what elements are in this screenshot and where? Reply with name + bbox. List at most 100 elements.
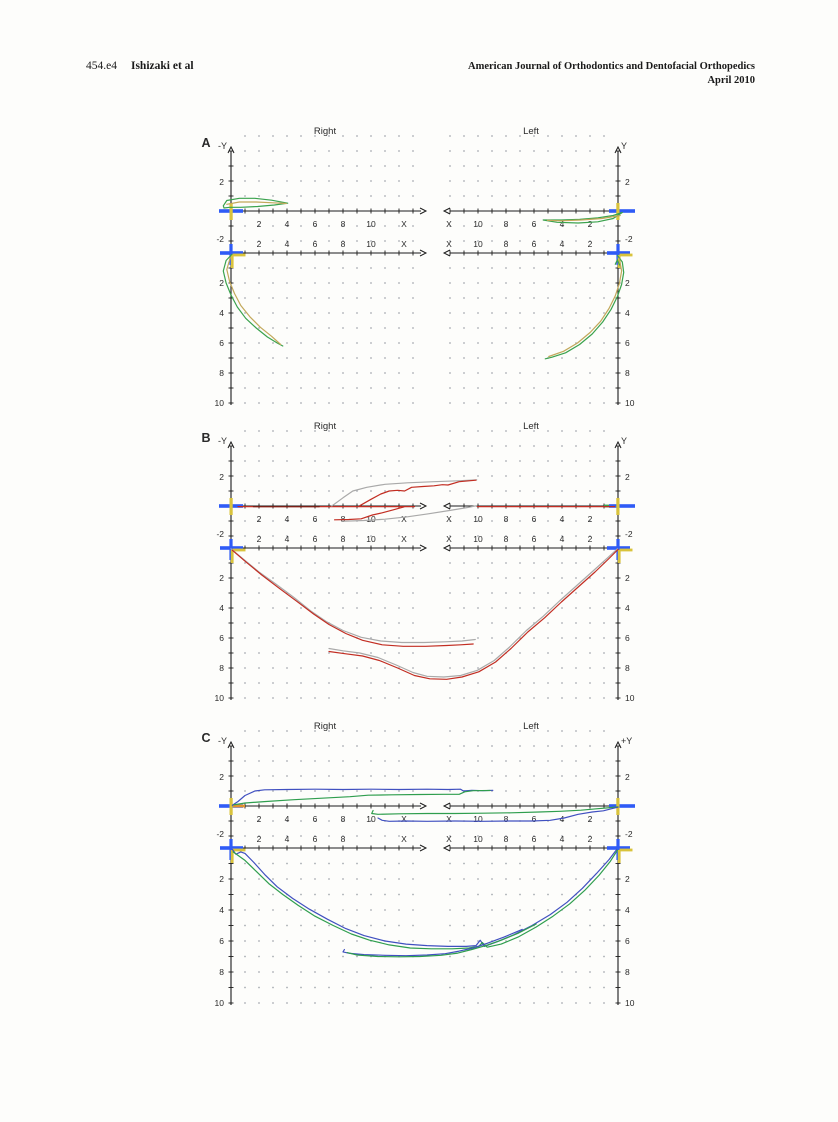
origin-marker-yellow (229, 203, 233, 220)
trace-protrusion-lower-gray (341, 505, 478, 522)
grid-dots (244, 730, 605, 1004)
x-tick-label: 2 (257, 219, 262, 229)
journal-title: American Journal of Orthodontics and Den… (468, 61, 755, 72)
y-tick-label: 4 (625, 603, 630, 613)
x-tick-label: 6 (532, 239, 537, 249)
x-tick-label: 10 (473, 239, 483, 249)
trace-left-opening-path-green (544, 254, 625, 360)
x-tick-label: 4 (560, 219, 565, 229)
trace-protrusion-lower-red (334, 506, 405, 521)
origin-marker-yellow (616, 203, 620, 220)
x-tick-label: 6 (313, 219, 318, 229)
x-tick-label: 10 (473, 219, 483, 229)
x-tick-label: X (401, 239, 407, 249)
origin-marker-orange (233, 804, 245, 808)
trace-lateral-lower-green (371, 806, 619, 815)
x-tick-label: 2 (257, 514, 262, 524)
trace-border-closing-red (328, 548, 619, 680)
x-tick-label: 6 (532, 514, 537, 524)
y-axis-label-right: Y (621, 436, 627, 446)
y-tick-label: 6 (219, 338, 224, 348)
origin-marker-yellow (229, 798, 233, 815)
lower-x-axes: 2 4 6 8 10 X X 10 8 6 4 2 2 2 4 4 6 6 8 8 10 10 (215, 239, 635, 408)
y-tick-label: 10 (625, 693, 635, 703)
trace-left-frontal-loop-olive (546, 214, 621, 222)
x-tick-label: X (401, 834, 407, 844)
x-tick-label: 4 (560, 534, 565, 544)
y-tick-label: 4 (219, 603, 224, 613)
origin-marker-yellow (232, 253, 246, 257)
x-tick-label: 2 (588, 834, 593, 844)
trace-left-frontal-loop-green (542, 211, 623, 224)
panel-letter: C (201, 731, 210, 745)
trace-right-frontal-loop-green (222, 197, 289, 209)
lower-x-axes: 2 4 6 8 10 X X 10 8 6 4 2 2 2 4 4 6 6 8 8 10 10 (215, 534, 635, 703)
origin-marker-yellow (617, 550, 621, 563)
panel-letter: A (201, 136, 210, 150)
left-y-axis (227, 145, 235, 405)
y-tick-label: 10 (625, 398, 635, 408)
panel-letter: B (201, 431, 210, 445)
trace-right-opening-path-green (222, 253, 284, 347)
origin-markers (219, 498, 635, 563)
origin-marker-blue (229, 839, 233, 860)
x-tick-label: 4 (560, 814, 565, 824)
tracings (231, 788, 619, 958)
trace-left-opening-path-olive (548, 258, 623, 358)
x-tick-label: 4 (285, 239, 290, 249)
x-tick-label: X (401, 814, 407, 824)
y-tick-label: 2 (625, 472, 630, 482)
y-tick-label: 10 (625, 998, 635, 1008)
x-tick-label: 2 (257, 239, 262, 249)
left-y-axis (227, 440, 235, 700)
x-axis-arrow-left-graph (442, 502, 451, 510)
x-tick-label: X (401, 219, 407, 229)
y-axis-label-left: -Y (218, 436, 227, 446)
y-tick-label: 8 (625, 368, 630, 378)
x-tick-label: 4 (285, 814, 290, 824)
trace-border-opening-red (231, 549, 474, 647)
y-tick-label: 8 (219, 663, 224, 673)
x-tick-label: 8 (341, 834, 346, 844)
x-tick-label: X (446, 834, 452, 844)
x-tick-label: 8 (504, 514, 509, 524)
left-graph-title: Left (523, 126, 539, 137)
x-tick-label: 4 (285, 219, 290, 229)
x-tick-label: 4 (560, 834, 565, 844)
x-tick-label: 10 (366, 514, 376, 524)
trace-protrusion-upper-red (359, 479, 477, 507)
y-axis-label-right: Y (621, 141, 627, 151)
x-tick-label: 6 (313, 534, 318, 544)
y-tick-label: 2 (219, 573, 224, 583)
x-axis-arrow-right-graph (419, 544, 428, 552)
origin-marker-blue (609, 504, 635, 508)
y-tick-label: 4 (219, 905, 224, 915)
x-tick-label: 10 (366, 219, 376, 229)
issue-date: April 2010 (707, 74, 755, 86)
y-tick-label: 6 (219, 633, 224, 643)
y-tick-label: 2 (219, 772, 224, 782)
trace-chew-outer-blue (231, 848, 618, 948)
x-tick-label: 4 (285, 834, 290, 844)
x-tick-label: 8 (341, 534, 346, 544)
x-tick-label: X (446, 239, 452, 249)
x-tick-label: 4 (285, 534, 290, 544)
x-axis-arrow-right-graph (419, 207, 428, 215)
tracings (222, 197, 625, 360)
x-tick-label: X (401, 514, 407, 524)
y-tick-label: 4 (219, 308, 224, 318)
x-tick-label: 2 (588, 239, 593, 249)
x-tick-label: 2 (257, 534, 262, 544)
x-tick-label: 6 (313, 834, 318, 844)
x-tick-label: 4 (560, 239, 565, 249)
origin-marker-yellow (619, 253, 633, 257)
x-tick-label: 8 (504, 239, 509, 249)
origin-marker-yellow (617, 850, 621, 863)
origin-marker-yellow (230, 255, 234, 268)
x-tick-label: 6 (313, 239, 318, 249)
y-tick-label: 8 (625, 967, 630, 977)
origin-marker-yellow (619, 848, 633, 852)
header-right: American Journal of Orthodontics and Den… (468, 60, 755, 87)
